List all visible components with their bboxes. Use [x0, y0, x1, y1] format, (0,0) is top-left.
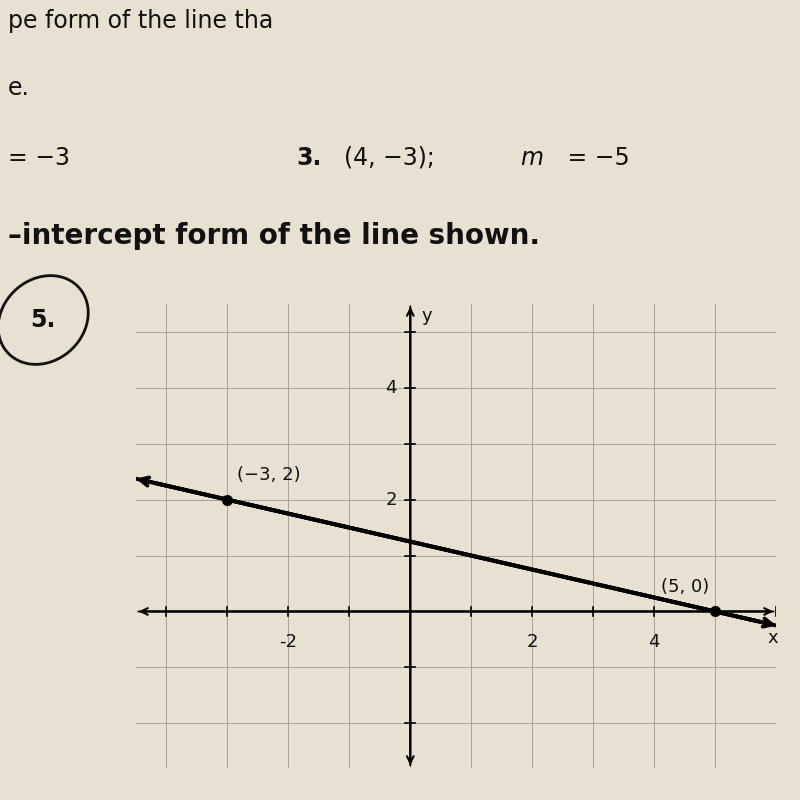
- Text: -2: -2: [279, 633, 298, 650]
- Text: 4: 4: [648, 633, 660, 650]
- Text: 5.: 5.: [30, 308, 56, 332]
- Text: = −3: = −3: [8, 146, 70, 170]
- Text: x: x: [768, 630, 778, 647]
- Text: y: y: [422, 306, 432, 325]
- Text: m: m: [520, 146, 543, 170]
- Text: pe form of the line tha: pe form of the line tha: [8, 9, 274, 33]
- Text: 2: 2: [526, 633, 538, 650]
- Text: –intercept form of the line shown.: –intercept form of the line shown.: [8, 222, 540, 250]
- Text: (−3, 2): (−3, 2): [237, 466, 300, 484]
- Text: 2: 2: [386, 490, 397, 509]
- Text: 3.: 3.: [296, 146, 322, 170]
- Text: (4, −3);: (4, −3);: [344, 146, 442, 170]
- Text: = −5: = −5: [560, 146, 630, 170]
- Text: (5, 0): (5, 0): [661, 578, 709, 596]
- Text: e.: e.: [8, 76, 30, 100]
- Text: 4: 4: [386, 379, 397, 397]
